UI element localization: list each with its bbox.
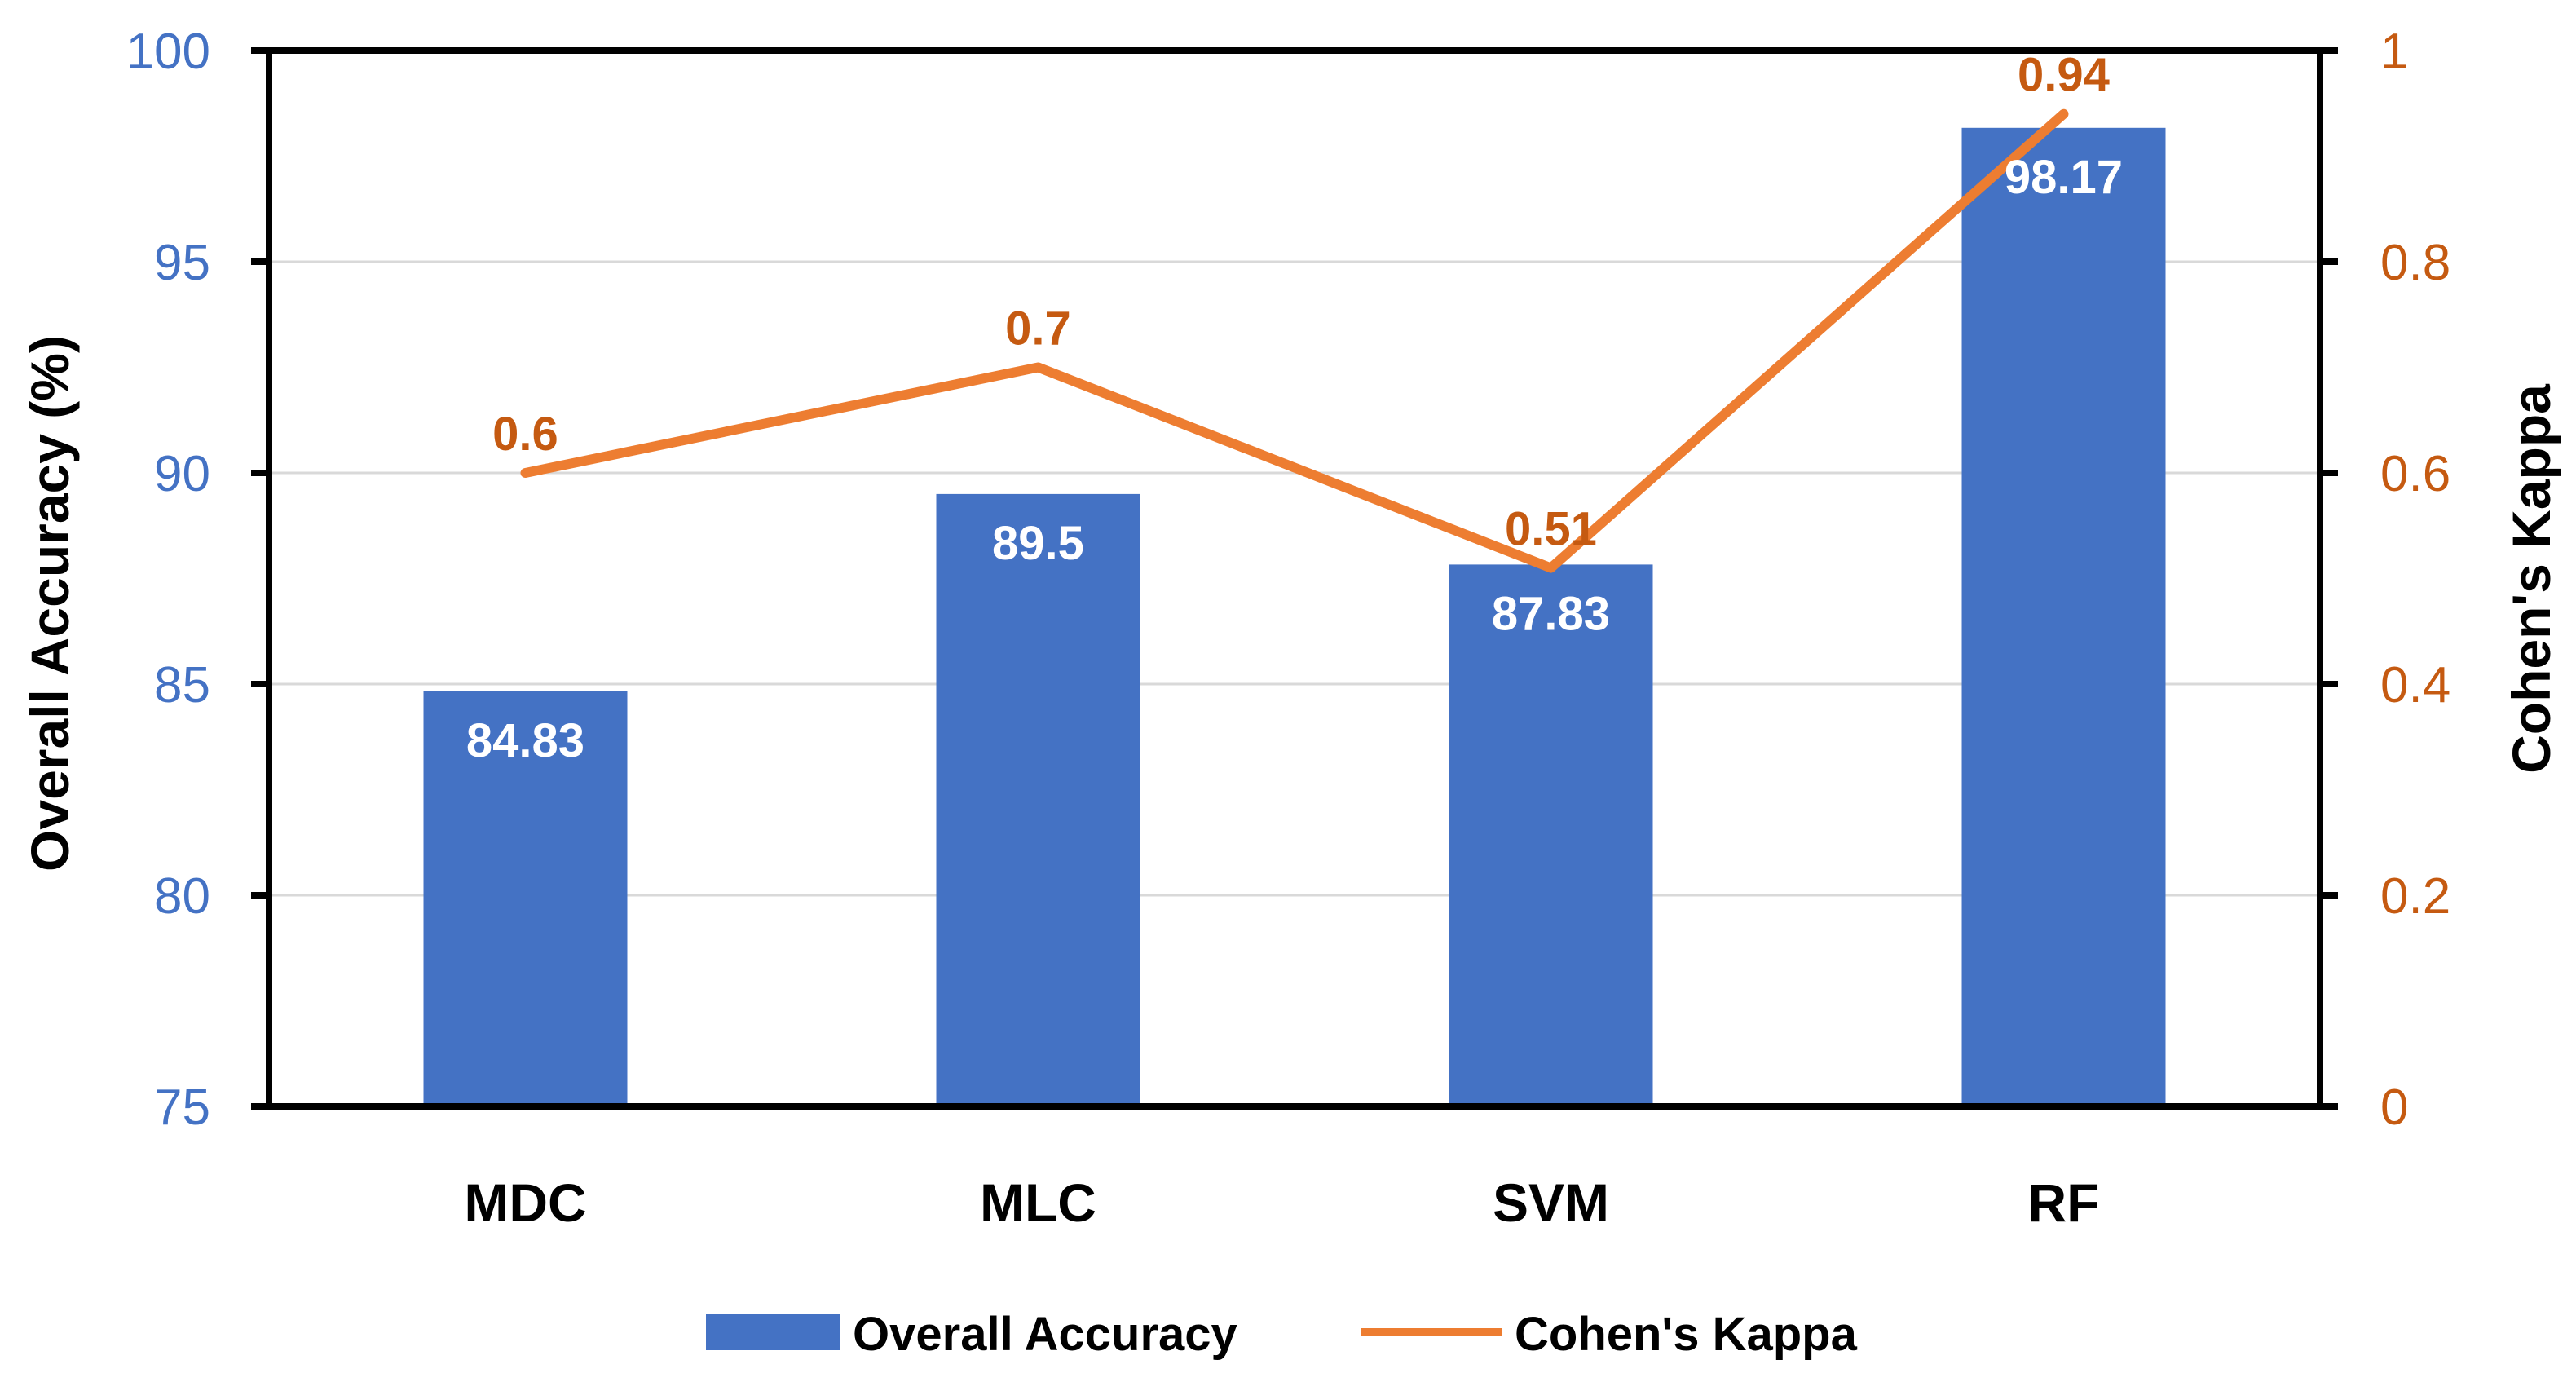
line-data-labels: 0.6 0.7 0.51 0.94	[492, 49, 2110, 556]
category-label-rf: RF	[2028, 1172, 2100, 1233]
plot-frame	[266, 47, 2323, 1110]
right-tick-label: 1	[2380, 24, 2408, 80]
category-label-mdc: MDC	[464, 1172, 586, 1233]
kappa-value-label: 0.51	[1505, 503, 1597, 556]
kappa-value-label: 0.6	[492, 408, 558, 461]
bar-rf	[1961, 127, 2166, 1107]
bar-value-label: 98.17	[2005, 151, 2123, 204]
line-series	[520, 108, 2069, 573]
category-labels: MDC MLC SVM RF	[464, 1172, 2099, 1233]
bar-svm	[1449, 564, 1653, 1106]
right-tick-label: 0	[2380, 1080, 2408, 1136]
left-tick-label: 85	[154, 657, 210, 713]
kappa-point-svm	[1550, 567, 1552, 569]
kappa-line	[520, 108, 2069, 573]
bar-data-labels: 84.83 89.5 87.83 98.17	[466, 151, 2123, 767]
legend: Overall Accuracy Cohen's Kappa	[706, 1308, 1858, 1361]
left-tick-label: 100	[126, 24, 210, 80]
left-tick-label: 95	[154, 235, 210, 291]
bar-series	[423, 127, 2166, 1107]
kappa-value-label: 0.7	[1005, 302, 1071, 355]
bar-mdc	[423, 691, 628, 1106]
category-label-svm: SVM	[1493, 1172, 1609, 1233]
bar-value-label: 89.5	[992, 517, 1084, 570]
left-tick-label: 80	[154, 868, 210, 925]
right-axis-ticks: 0 0.2 0.4 0.6 0.8 1	[2320, 24, 2450, 1136]
left-tick-label: 75	[154, 1080, 210, 1136]
bar-mlc	[936, 493, 1140, 1106]
kappa-value-label: 0.94	[2018, 49, 2110, 102]
right-tick-label: 0.2	[2380, 868, 2450, 925]
kappa-point-mdc	[524, 472, 527, 474]
legend-swatch-overall-accuracy	[706, 1314, 840, 1350]
kappa-point-rf	[2062, 113, 2065, 115]
left-axis-ticks: 75 80 85 90 95 100	[126, 24, 269, 1136]
left-tick-label: 90	[154, 446, 210, 502]
legend-label-overall-accuracy: Overall Accuracy	[853, 1308, 1237, 1361]
bar-value-label: 84.83	[466, 714, 584, 767]
left-axis-title: Overall Accuracy (%)	[20, 335, 80, 872]
right-tick-label: 0.6	[2380, 446, 2450, 502]
plot-border	[266, 47, 2323, 1110]
right-axis-title: Cohen's Kappa	[2501, 383, 2561, 774]
bar-value-label: 87.83	[1492, 587, 1610, 640]
right-tick-label: 0.8	[2380, 235, 2450, 291]
kappa-point-mlc	[1037, 366, 1039, 369]
category-label-mlc: MLC	[980, 1172, 1096, 1233]
legend-label-cohens-kappa: Cohen's Kappa	[1515, 1308, 1858, 1361]
right-tick-label: 0.4	[2380, 657, 2450, 713]
